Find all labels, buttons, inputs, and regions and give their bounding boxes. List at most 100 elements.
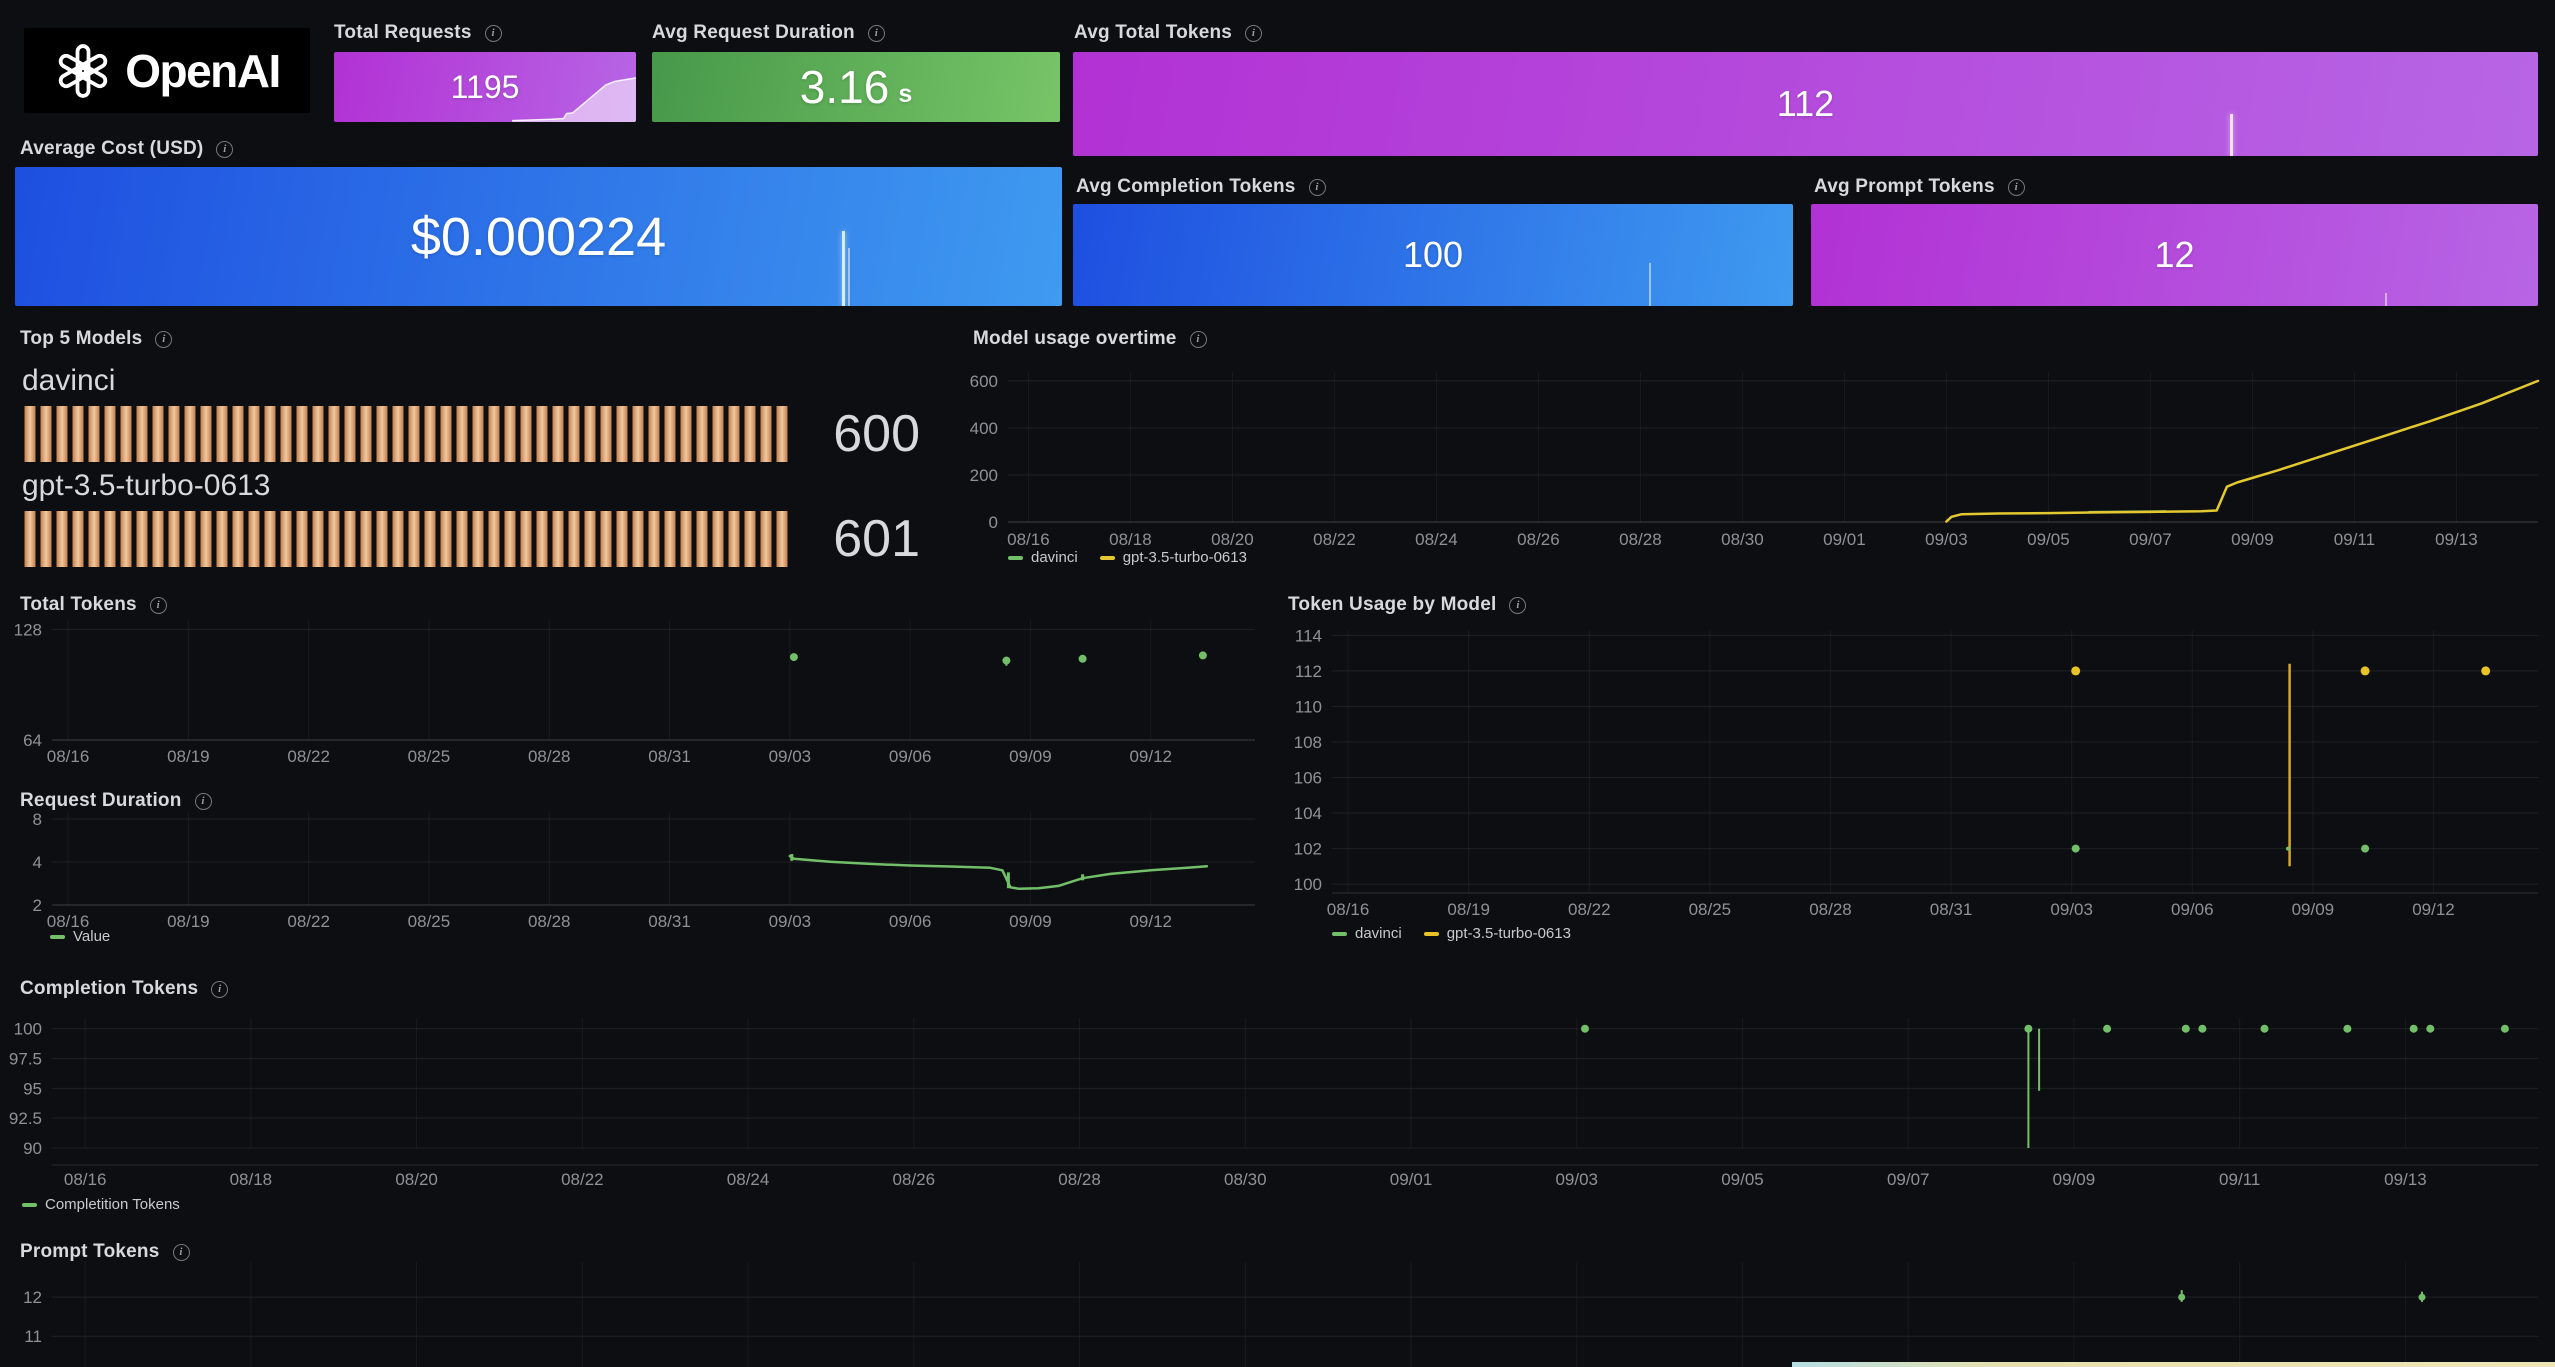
y-tick-label: 128 (14, 620, 42, 639)
panel-title-label[interactable]: Avg Completion Tokens (1076, 176, 1296, 197)
data-point (2481, 666, 2491, 676)
legend-item[interactable]: gpt-3.5-turbo-0613 (1099, 549, 1247, 566)
panel-title-avg-total-tokens: Avg Total Tokens i (1074, 22, 1263, 44)
panel-title-label[interactable]: Average Cost (USD) (20, 138, 204, 159)
panel-title-label[interactable]: Avg Total Tokens (1074, 22, 1233, 43)
y-tick-label: 64 (23, 731, 42, 750)
x-tick-label: 09/09 (1009, 747, 1052, 766)
legend-item[interactable]: davinci (1008, 549, 1078, 566)
data-point (2071, 666, 2081, 676)
bar-gauge-bar (22, 406, 791, 462)
x-tick-label: 09/13 (2435, 530, 2478, 549)
info-icon[interactable]: i (1189, 330, 1207, 348)
panel-title-token-usage-by-model: Token Usage by Model i (1288, 594, 1527, 616)
x-tick-label: 08/16 (47, 912, 90, 931)
legend-item[interactable]: Completition Tokens (22, 1196, 180, 1213)
info-icon[interactable]: i (1509, 596, 1527, 614)
stat-panel-average-cost: $0.000224 (15, 167, 1062, 306)
x-tick-label: 08/20 (1211, 530, 1254, 549)
info-icon[interactable]: i (149, 596, 167, 614)
panel-title-label[interactable]: Top 5 Models (20, 328, 143, 349)
panel-title-top-5-models: Top 5 Models i (20, 328, 173, 350)
y-tick-label: 95 (23, 1079, 42, 1098)
legend-item[interactable]: Value (50, 928, 110, 945)
info-icon[interactable]: i (172, 1243, 190, 1261)
x-tick-label: 09/05 (1721, 1170, 1764, 1189)
legend-item[interactable]: gpt-3.5-turbo-0613 (1423, 925, 1571, 942)
y-tick-label: 106 (1294, 768, 1322, 787)
stat-gradient (15, 167, 1062, 306)
x-tick-label: 09/11 (2219, 1170, 2260, 1189)
panel-title-label[interactable]: Total Tokens (20, 594, 137, 615)
panel-title-model-usage-overtime: Model usage overtime i (973, 328, 1207, 350)
bottom-partial-panel-strip (1792, 1362, 2555, 1367)
y-tick-label: 2 (33, 896, 42, 915)
panel-title-label[interactable]: Avg Prompt Tokens (1814, 176, 1995, 197)
y-tick-label: 97.5 (9, 1050, 42, 1069)
info-icon[interactable]: i (484, 24, 502, 42)
x-tick-label: 08/28 (1809, 900, 1852, 919)
panel-title-label[interactable]: Total Requests (334, 22, 472, 43)
x-tick-label: 08/28 (1619, 530, 1662, 549)
info-icon[interactable]: i (1245, 24, 1263, 42)
info-icon[interactable]: i (216, 140, 234, 158)
legend-model_usage_overtime: davinci gpt-3.5-turbo-0613 (1008, 549, 1247, 566)
stat-gradient (652, 52, 1060, 122)
stat-sparkline (2385, 292, 2387, 306)
data-point (2409, 1024, 2418, 1033)
x-tick-label: 08/31 (648, 912, 691, 931)
x-tick-label: 09/09 (1009, 912, 1052, 931)
stat-value: 112 (1776, 83, 1835, 124)
panel-title-label[interactable]: Avg Request Duration (652, 22, 855, 43)
y-tick-label: 100 (14, 1020, 42, 1039)
info-icon[interactable]: i (194, 792, 212, 810)
info-icon[interactable]: i (1308, 178, 1326, 196)
stat-gradient (1811, 204, 2538, 306)
panel-title-avg-request-duration: Avg Request Duration i (652, 22, 885, 44)
x-tick-label: 09/07 (2129, 530, 2172, 549)
panel-title-label[interactable]: Model usage overtime (973, 328, 1177, 349)
panel-title-label[interactable]: Request Duration (20, 790, 182, 811)
stat-sparkline (334, 52, 636, 122)
data-point (2500, 1024, 2509, 1033)
x-tick-label: 08/30 (1224, 1170, 1267, 1189)
panel-title-label[interactable]: Completion Tokens (20, 978, 199, 999)
x-tick-label: 09/06 (889, 747, 932, 766)
y-tick-label: 4 (33, 853, 42, 872)
stat-sparkline (842, 230, 846, 306)
data-point (2343, 1024, 2352, 1033)
chart-completion_tokens: 100 97.5 95 92.5 90 08/16 08/18 08/20 08/22 08/24… (9, 1018, 2538, 1189)
info-icon[interactable]: i (867, 24, 885, 42)
stat-sparkline (848, 247, 850, 306)
x-tick-label: 08/22 (1313, 530, 1356, 549)
legend-label: Completition Tokens (45, 1196, 180, 1213)
legend-color-dash (22, 1202, 37, 1207)
legend-item[interactable]: davinci (1332, 925, 1402, 942)
panel-title-request-duration: Request Duration i (20, 790, 212, 812)
stat-panel-total-requests: 1195 (334, 52, 636, 122)
x-tick-label: 09/12 (2412, 900, 2455, 919)
x-tick-label: 08/24 (1415, 530, 1458, 549)
x-tick-label: 09/03 (1925, 530, 1968, 549)
x-tick-label: 08/24 (727, 1170, 770, 1189)
bar-gauge-label: davinci (22, 364, 116, 397)
legend-request_duration: Value (50, 928, 110, 945)
x-tick-label: 09/13 (2384, 1170, 2427, 1189)
info-icon[interactable]: i (2007, 178, 2025, 196)
legend-color-dash (1099, 555, 1115, 560)
legend-label: davinci (1031, 549, 1078, 566)
panel-title-label[interactable]: Prompt Tokens (20, 1241, 160, 1262)
panel-title-label[interactable]: Token Usage by Model (1288, 594, 1497, 615)
x-tick-label: 08/28 (528, 912, 571, 931)
x-tick-label: 09/09 (2053, 1170, 2096, 1189)
x-tick-label: 08/16 (47, 747, 90, 766)
x-tick-label: 08/19 (167, 912, 210, 931)
bar-gauge-value: 601 (833, 510, 920, 568)
info-icon[interactable]: i (155, 330, 173, 348)
y-tick-label: 114 (1295, 626, 1322, 645)
openai-flower-icon (58, 43, 108, 98)
y-tick-label: 400 (970, 419, 998, 438)
info-icon[interactable]: i (211, 980, 229, 998)
x-tick-label: 08/26 (893, 1170, 936, 1189)
x-tick-label: 08/18 (1109, 530, 1152, 549)
